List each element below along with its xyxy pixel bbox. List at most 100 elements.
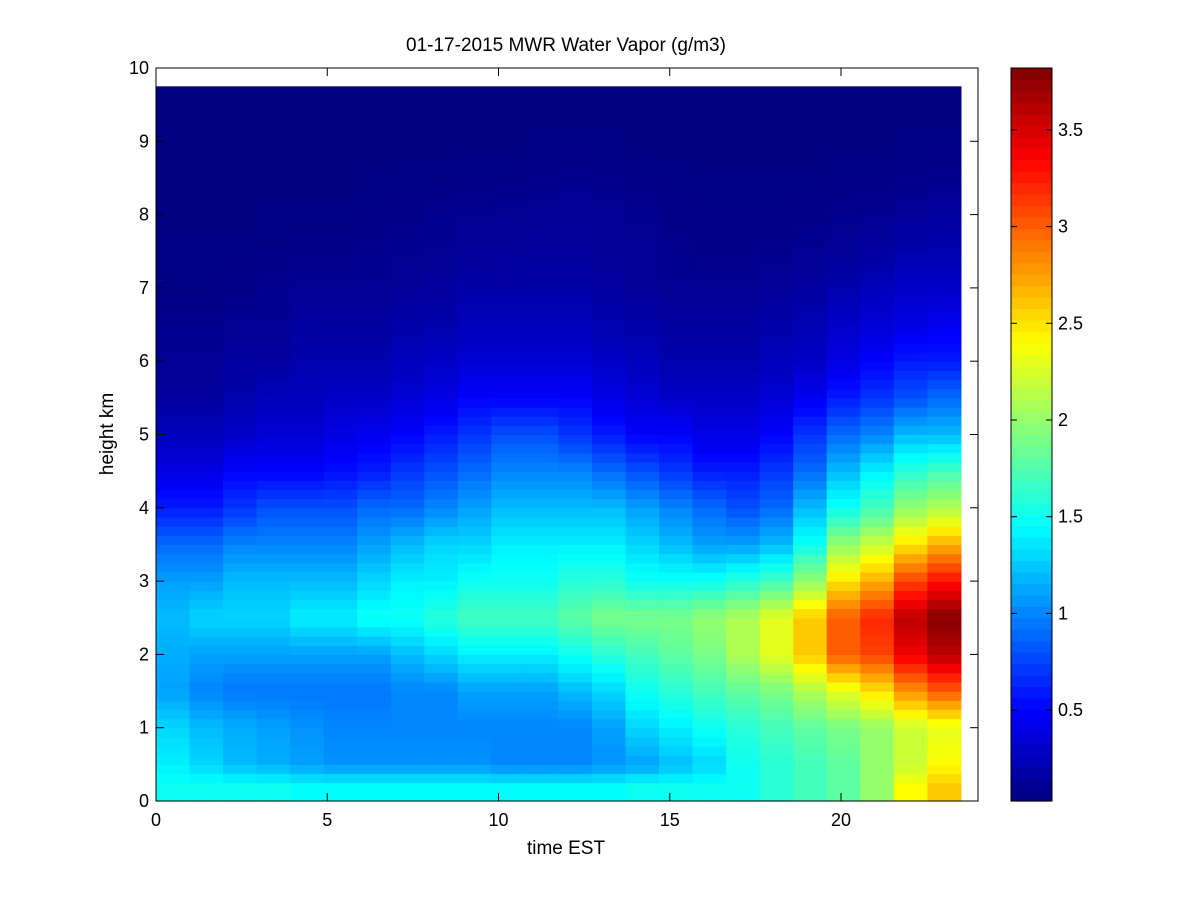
- heat-cell: [759, 315, 794, 326]
- heat-cell: [156, 764, 191, 775]
- heat-cell: [793, 214, 828, 225]
- heat-cell: [759, 370, 794, 381]
- heat-cell: [390, 223, 425, 234]
- heat-cell: [793, 306, 828, 316]
- heat-cell: [793, 489, 828, 500]
- heat-cell: [558, 764, 593, 775]
- heat-cell: [927, 407, 962, 417]
- heat-cell: [692, 269, 727, 280]
- heat-cell: [424, 177, 459, 188]
- heat-cell: [759, 416, 794, 426]
- heat-cell: [591, 104, 627, 115]
- heat-cell: [726, 755, 761, 765]
- heat-cell: [793, 260, 828, 271]
- heat-cell: [457, 95, 492, 106]
- heat-cell: [726, 700, 761, 710]
- heat-cell: [927, 260, 962, 271]
- heat-cell: [893, 700, 928, 710]
- colorbar-tick-label: 3: [1058, 217, 1068, 237]
- heat-cell: [189, 187, 224, 197]
- heat-cell: [189, 361, 224, 371]
- heat-cell: [726, 727, 761, 738]
- heat-cell: [893, 791, 928, 802]
- heat-cell: [625, 333, 660, 344]
- heat-cell: [692, 709, 727, 720]
- heat-cell: [591, 562, 627, 573]
- heat-cell: [893, 333, 928, 344]
- heat-cell: [625, 361, 660, 371]
- heat-cell: [223, 599, 258, 610]
- heat-cell: [927, 141, 962, 152]
- heat-cell: [692, 214, 727, 225]
- heat-cell: [424, 370, 459, 381]
- heat-cell: [793, 791, 828, 802]
- heat-cell: [558, 269, 593, 280]
- heat-cell: [390, 718, 425, 729]
- heat-cell: [323, 755, 358, 765]
- heat-cell: [927, 196, 962, 207]
- heat-cell: [692, 425, 727, 436]
- heat-cell: [156, 672, 191, 683]
- heat-cell: [424, 562, 459, 573]
- heat-cell: [793, 672, 828, 683]
- heat-cell: [726, 773, 761, 784]
- heat-cell: [591, 159, 627, 170]
- colorbar-swatch: [1011, 285, 1052, 298]
- heat-cell: [390, 461, 425, 472]
- heat-cell: [491, 480, 526, 491]
- heat-cell: [524, 755, 560, 765]
- heat-cell: [457, 461, 492, 472]
- heat-cell: [625, 242, 660, 252]
- heat-cell: [424, 590, 459, 601]
- heat-cell: [189, 324, 224, 335]
- heat-cell: [793, 223, 828, 234]
- heat-cell: [692, 251, 727, 262]
- heat-cell: [390, 278, 425, 289]
- heat-cell: [793, 535, 828, 546]
- heat-cell: [424, 388, 459, 399]
- heat-cell: [424, 654, 459, 665]
- heat-cell: [927, 461, 962, 472]
- heat-cell: [223, 159, 258, 170]
- heat-cell: [223, 315, 258, 326]
- heat-cell: [759, 379, 794, 390]
- heat-cell: [491, 333, 526, 344]
- heat-cell: [290, 168, 325, 179]
- heat-cell: [323, 425, 358, 436]
- heat-cell: [860, 177, 895, 188]
- heat-cell: [524, 214, 560, 225]
- heat-cell: [223, 425, 258, 436]
- colorbar-swatch: [1011, 365, 1052, 378]
- heat-cell: [290, 507, 325, 518]
- heat-cell: [424, 599, 459, 610]
- heat-cell: [156, 645, 191, 655]
- heat-cell: [524, 654, 560, 665]
- heat-cell: [625, 736, 660, 747]
- heat-cell: [290, 571, 325, 582]
- heat-cell: [558, 397, 593, 408]
- heat-cell: [927, 205, 962, 216]
- heat-cell: [256, 663, 291, 674]
- heat-cell: [591, 407, 627, 417]
- heat-cell: [726, 361, 761, 371]
- heat-cell: [793, 141, 828, 152]
- heat-cell: [860, 727, 895, 738]
- heat-cell: [659, 150, 694, 161]
- heat-cell: [625, 443, 660, 454]
- heat-cell: [659, 416, 694, 426]
- heat-cell: [457, 590, 492, 601]
- colorbar-swatch: [1011, 308, 1052, 321]
- heat-cell: [357, 425, 392, 436]
- heat-cell: [759, 434, 794, 445]
- heat-cell: [323, 297, 358, 307]
- heat-cell: [223, 727, 258, 738]
- heat-cell: [726, 736, 761, 747]
- heat-cell: [591, 297, 627, 307]
- heat-cell: [390, 498, 425, 509]
- heat-cell: [793, 599, 828, 610]
- heat-cell: [524, 489, 560, 500]
- heat-cell: [927, 691, 962, 701]
- heat-cell: [726, 397, 761, 408]
- heat-cell: [659, 626, 694, 637]
- heat-cell: [390, 287, 425, 298]
